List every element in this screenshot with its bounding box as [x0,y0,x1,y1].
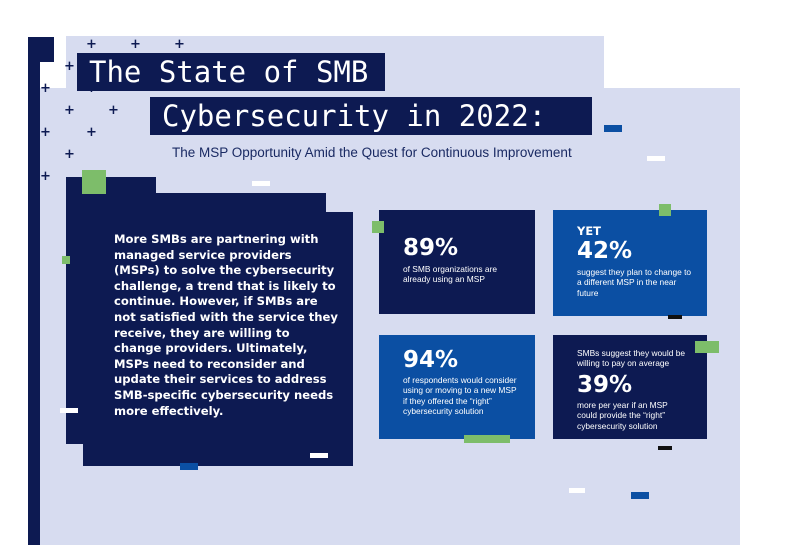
title-line-1-text: The State of SMB [89,55,369,89]
background-panel-bottom [40,470,740,545]
stat-card-42: YET 42% suggest they plan to change to a… [553,210,707,316]
accent-dash [658,446,672,450]
accent-dash [180,463,198,470]
plus-icon: + [64,103,75,118]
title-line-2-text: Cybersecurity in 2022: [162,99,547,133]
title-line-2: Cybersecurity in 2022: [150,97,592,135]
accent-dash [668,315,682,319]
plus-icon: + [40,125,51,140]
intro-panel-left-step [66,212,86,444]
stat-card-89: 89% of SMB organizations are already usi… [379,210,535,314]
accent-square [372,221,384,233]
plus-icon: + [86,125,97,140]
accent-dash [310,453,328,458]
stat-prefix: SMBs suggest they would be willing to pa… [577,348,686,369]
accent-square [695,341,719,353]
plus-icon: + [108,103,119,118]
plus-icon: + [86,37,97,52]
stat-value: 94% [403,347,459,373]
accent-dash [647,156,665,161]
accent-dash [631,492,649,499]
subtitle: The MSP Opportunity Amid the Quest for C… [172,145,572,160]
intro-panel-tab-b [66,193,326,213]
stat-value: 39% [577,371,633,398]
accent-dash [604,125,622,132]
plus-icon: + [40,169,51,184]
accent-square [62,256,70,264]
plus-icon: + [130,37,141,52]
stat-value: 89% [403,235,459,261]
accent-square [659,204,671,216]
title-line-1: The State of SMB [77,53,385,91]
stat-card-94: 94% of respondents would consider using … [379,335,535,439]
intro-panel-main [83,212,353,466]
stat-value: 42% [577,238,633,264]
accent-dash [252,181,270,186]
plus-icon: + [64,147,75,162]
accent-dash [60,408,78,413]
stat-description: of SMB organizations are already using a… [403,264,498,285]
stat-card-39: SMBs suggest they would be willing to pa… [553,335,707,439]
plus-icon: + [174,37,185,52]
stat-description: suggest they plan to change to a differe… [577,267,692,298]
left-edge-tab [28,37,54,62]
stat-description: more per year if an MSP could provide th… [577,399,668,431]
stat-description: of respondents would consider using or m… [403,375,517,417]
intro-text: More SMBs are partnering with managed se… [114,232,338,418]
accent-square [82,170,106,194]
plus-icon: + [40,81,51,96]
accent-dash [569,488,585,493]
plus-icon: + [64,59,75,74]
accent-bar [464,435,510,443]
stat-prefix: YET [577,224,602,238]
left-edge-bar [28,37,40,545]
